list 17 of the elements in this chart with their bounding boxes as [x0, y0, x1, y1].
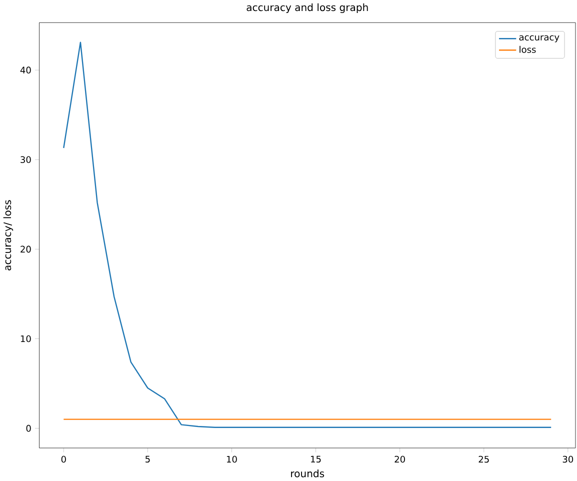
y-tick-label: 10 [20, 335, 31, 342]
chart-title: accuracy and loss graph [246, 4, 368, 14]
y-tick-label: 40 [20, 66, 31, 74]
x-tick-label: 30 [562, 456, 574, 463]
y-tick-label: 30 [20, 156, 31, 164]
x-tick-label: 20 [394, 456, 405, 463]
x-tick-label: 15 [311, 456, 321, 463]
y-tick-label: 20 [20, 246, 31, 253]
y-axis-title: accuracy/ loss [3, 200, 14, 271]
y-tick-label: 0 [26, 425, 31, 432]
x-tick-label: 25 [478, 456, 489, 463]
x-tick-label: 0 [61, 456, 66, 463]
legend-label: loss [520, 46, 536, 54]
x-axis-title: rounds [291, 470, 324, 478]
x-tick-label: 10 [226, 456, 237, 463]
x-tick-label: 5 [146, 456, 150, 463]
legend-label: accuracy [519, 36, 560, 42]
